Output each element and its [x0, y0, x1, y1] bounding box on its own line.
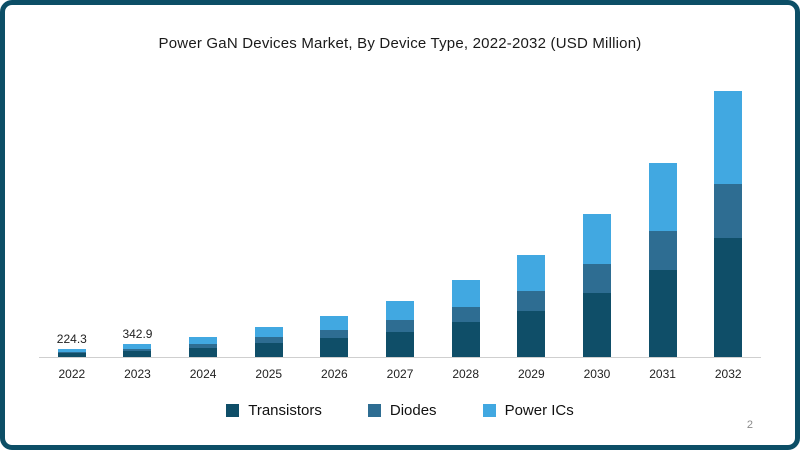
bar-segment-diodes	[189, 344, 218, 349]
bar-segment-diodes	[714, 184, 743, 238]
bar-segment-diodes	[648, 230, 677, 270]
bar-segment-diodes	[123, 348, 152, 352]
bar-segment-power-ics	[714, 91, 743, 185]
bar-column-2032	[695, 83, 761, 357]
legend-item-diodes: Diodes	[367, 402, 437, 419]
bar-segment-transistors	[714, 237, 743, 357]
bar-segment-power-ics	[123, 344, 152, 349]
bar-segment-diodes	[386, 320, 415, 332]
bar-column-2028	[433, 83, 499, 357]
bar-segment-diodes	[582, 264, 611, 293]
x-axis-label: 2024	[189, 367, 217, 381]
bar-column-2025	[236, 83, 302, 357]
stacked-bar	[320, 315, 349, 357]
stacked-bar	[386, 300, 415, 357]
legend-swatch-power-ics	[482, 404, 496, 417]
legend-swatch-transistors	[226, 404, 240, 417]
x-axis: 2022 2023 2024 2025 2026 2027 2028 2029 2030 2031…	[39, 358, 761, 381]
legend: Transistors Diodes Power ICs	[5, 402, 795, 419]
bar-segment-power-ics	[451, 279, 480, 307]
stacked-bar	[517, 255, 546, 357]
bar-segment-power-ics	[648, 163, 677, 231]
bar-segment-transistors	[57, 353, 86, 357]
x-axis-label: 2029	[517, 367, 545, 381]
bar-column-2031	[630, 83, 696, 357]
stacked-bar	[189, 337, 218, 357]
bar-column-2026	[302, 83, 368, 357]
bar-column-2022: 224.3	[39, 83, 105, 357]
x-axis-label: 2026	[321, 367, 348, 381]
stacked-bar	[582, 213, 611, 357]
legend-label-power-ics: Power ICs	[504, 402, 574, 419]
bar-value-label: 224.3	[56, 331, 87, 346]
x-axis-label: 2023	[124, 367, 151, 381]
legend-swatch-diodes	[367, 404, 381, 417]
bar-column-2024	[170, 83, 236, 357]
bar-segment-diodes	[451, 306, 480, 323]
bar-segment-power-ics	[517, 255, 546, 291]
x-axis-label: 2028	[452, 367, 480, 381]
bar-segment-transistors	[320, 338, 349, 357]
page-number: 2	[746, 419, 753, 431]
chart-area: 224.3 342.9 2022 2023 2024 2025 2026 2027 2028 2…	[39, 83, 761, 381]
x-axis-label: 2025	[255, 367, 283, 381]
x-axis-label: 2032	[714, 367, 742, 381]
chart-title: Power GaN Devices Market, By Device Type…	[158, 35, 642, 52]
bar-segment-diodes	[254, 337, 283, 344]
bar-segment-power-ics	[386, 300, 415, 321]
stacked-bar	[123, 344, 152, 357]
bar-segment-diodes	[57, 351, 86, 354]
bar-segment-transistors	[254, 343, 283, 357]
bar-segment-power-ics	[582, 213, 611, 265]
stacked-bar	[57, 348, 86, 357]
stacked-bar	[451, 279, 480, 357]
x-axis-label: 2022	[58, 367, 86, 381]
legend-item-power-ics: Power ICs	[482, 402, 574, 419]
stacked-bar	[254, 326, 283, 357]
bar-column-2023: 342.9	[105, 83, 171, 357]
x-axis-label: 2031	[649, 367, 676, 381]
legend-item-transistors: Transistors	[226, 402, 322, 419]
bar-segment-transistors	[189, 348, 218, 357]
stacked-bar	[714, 91, 743, 357]
bar-column-2029	[498, 83, 564, 357]
bar-segment-transistors	[582, 292, 611, 357]
bar-column-2027	[367, 83, 433, 357]
bar-segment-transistors	[451, 322, 480, 357]
bar-segment-transistors	[386, 331, 415, 357]
bar-segment-power-ics	[189, 337, 218, 345]
bar-segment-transistors	[517, 311, 546, 357]
x-axis-label: 2030	[583, 367, 611, 381]
bar-column-2030	[564, 83, 630, 357]
x-axis-label: 2027	[386, 367, 414, 381]
bar-segment-diodes	[320, 330, 349, 339]
legend-label-diodes: Diodes	[389, 402, 437, 419]
bar-segment-transistors	[123, 351, 152, 357]
plot-area: 224.3 342.9	[39, 83, 761, 358]
bar-segment-diodes	[517, 290, 546, 312]
bar-segment-power-ics	[57, 348, 86, 352]
legend-label-transistors: Transistors	[248, 402, 322, 419]
bar-value-label: 342.9	[122, 327, 153, 342]
bar-segment-power-ics	[320, 315, 349, 331]
bar-segment-power-ics	[254, 326, 283, 338]
bar-segment-transistors	[648, 269, 677, 357]
stacked-bar	[648, 163, 677, 357]
